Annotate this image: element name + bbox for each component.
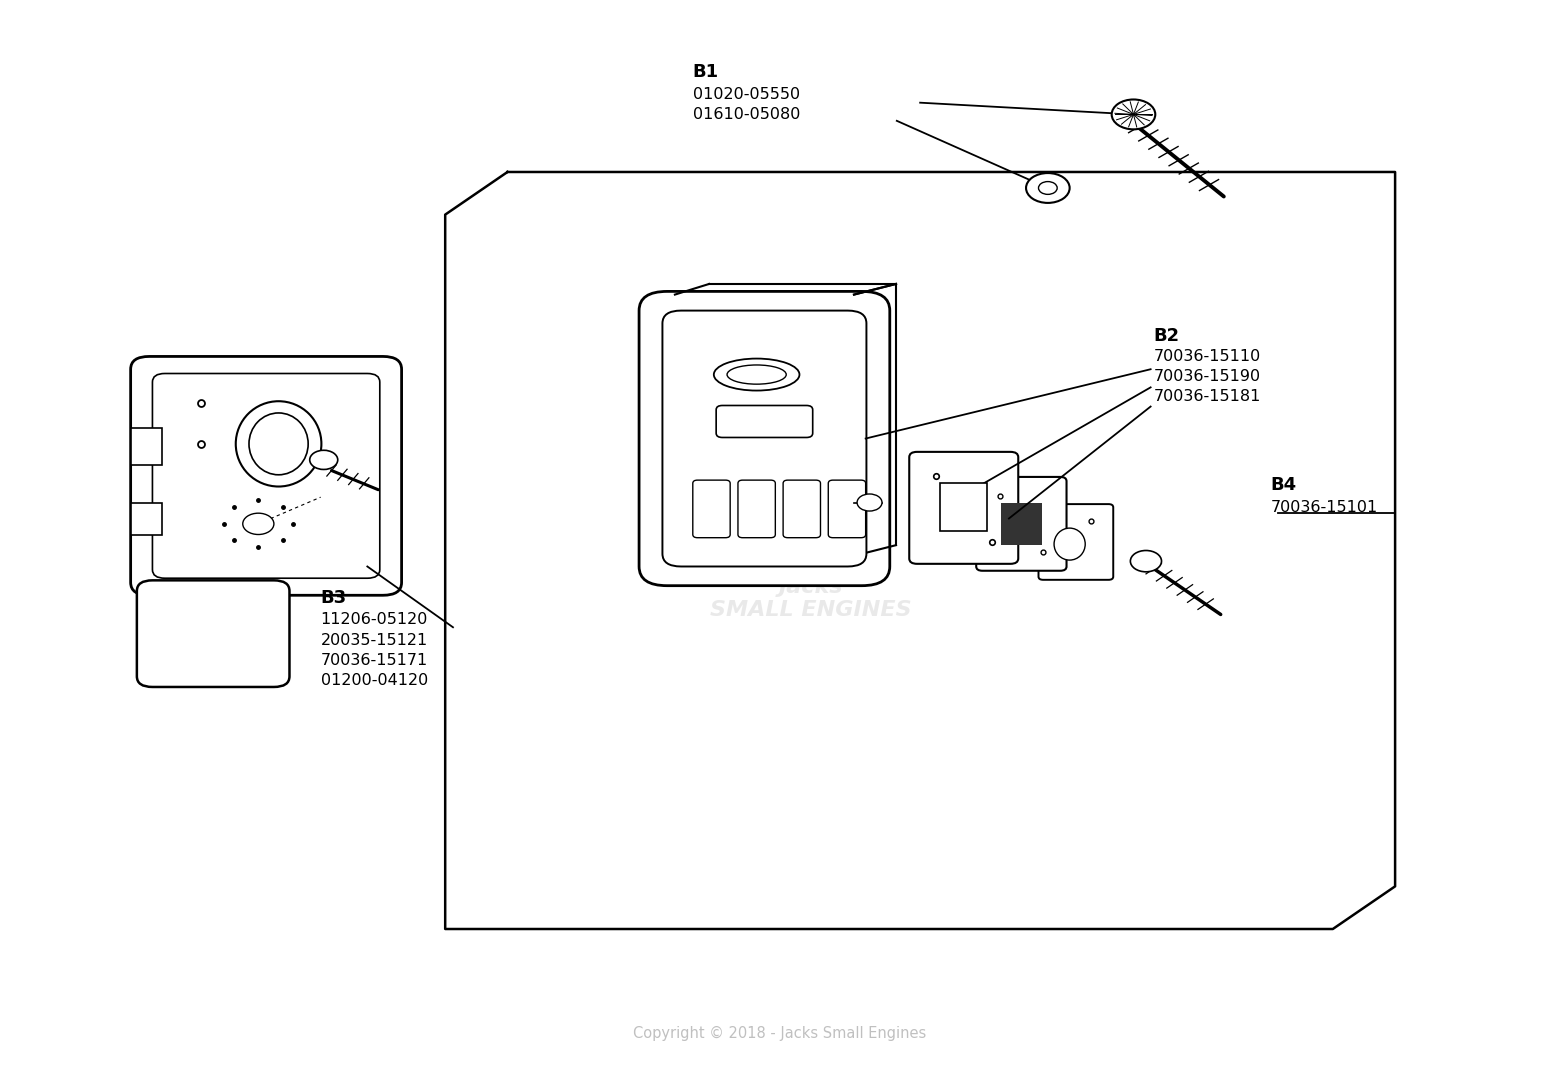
Bar [1002, 502, 1042, 545]
Text: Jacks
SMALL ENGINES: Jacks SMALL ENGINES [710, 577, 913, 620]
Text: 70036-15181: 70036-15181 [1154, 389, 1260, 404]
FancyBboxPatch shape [640, 292, 889, 586]
FancyBboxPatch shape [693, 480, 730, 538]
Text: 70036-15190: 70036-15190 [1154, 369, 1260, 384]
Text: B4: B4 [1270, 476, 1296, 494]
Circle shape [856, 494, 881, 511]
FancyBboxPatch shape [663, 311, 866, 567]
FancyBboxPatch shape [977, 477, 1067, 571]
Text: 20035-15121: 20035-15121 [321, 633, 427, 648]
FancyBboxPatch shape [909, 452, 1019, 563]
Circle shape [1112, 99, 1156, 129]
FancyBboxPatch shape [716, 405, 813, 437]
FancyBboxPatch shape [1039, 505, 1114, 579]
Circle shape [310, 450, 339, 469]
Circle shape [243, 513, 275, 534]
Text: 70036-15110: 70036-15110 [1154, 348, 1260, 363]
Bar [131, 428, 162, 465]
Text: Copyright © 2018 - Jacks Small Engines: Copyright © 2018 - Jacks Small Engines [633, 1026, 927, 1041]
Text: B2: B2 [1154, 327, 1179, 344]
Text: 70036-15101: 70036-15101 [1270, 500, 1377, 515]
FancyBboxPatch shape [828, 480, 866, 538]
Circle shape [1131, 551, 1162, 572]
Text: 11206-05120: 11206-05120 [321, 613, 427, 628]
Text: 01200-04120: 01200-04120 [321, 673, 427, 688]
Ellipse shape [236, 401, 321, 486]
Text: 01610-05080: 01610-05080 [693, 107, 800, 122]
Circle shape [1039, 182, 1058, 195]
Text: 70036-15171: 70036-15171 [321, 653, 427, 668]
Text: B3: B3 [321, 589, 346, 607]
Ellipse shape [250, 413, 309, 475]
FancyBboxPatch shape [137, 580, 290, 687]
Text: B1: B1 [693, 63, 719, 81]
FancyBboxPatch shape [783, 480, 821, 538]
Bar [941, 483, 987, 531]
Bar [131, 502, 162, 534]
Circle shape [1026, 173, 1070, 203]
FancyBboxPatch shape [153, 373, 379, 578]
Ellipse shape [714, 358, 799, 390]
FancyBboxPatch shape [131, 356, 401, 595]
Text: 01020-05550: 01020-05550 [693, 87, 800, 102]
FancyBboxPatch shape [738, 480, 775, 538]
Ellipse shape [727, 365, 786, 384]
Ellipse shape [1055, 528, 1086, 560]
